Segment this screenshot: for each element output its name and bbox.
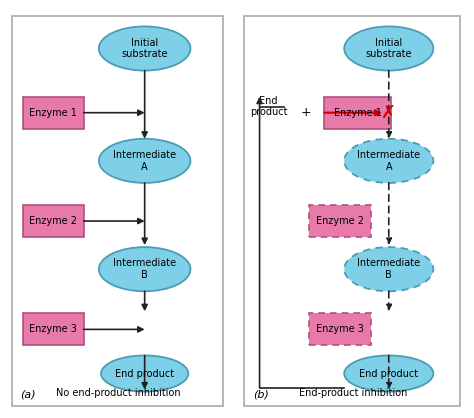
FancyBboxPatch shape — [309, 314, 371, 345]
Ellipse shape — [99, 247, 191, 291]
Ellipse shape — [101, 355, 188, 392]
Text: Enzyme 2: Enzyme 2 — [29, 216, 77, 226]
Text: Enzyme 1: Enzyme 1 — [29, 108, 77, 118]
Text: No end-product inhibition: No end-product inhibition — [56, 387, 181, 398]
Text: End product: End product — [359, 369, 419, 379]
FancyBboxPatch shape — [309, 205, 371, 237]
FancyBboxPatch shape — [23, 205, 83, 237]
Text: Enzyme 3: Enzyme 3 — [316, 324, 364, 334]
Text: Intermediate
B: Intermediate B — [113, 258, 176, 280]
Text: End product: End product — [115, 369, 174, 379]
Ellipse shape — [344, 247, 433, 291]
Text: End
product: End product — [250, 96, 287, 117]
Text: Enzyme 1: Enzyme 1 — [334, 108, 382, 118]
Ellipse shape — [344, 26, 433, 71]
Ellipse shape — [99, 139, 191, 183]
Text: +: + — [301, 106, 312, 119]
Text: Intermediate
A: Intermediate A — [113, 150, 176, 172]
Text: End-product inhibition: End-product inhibition — [299, 387, 407, 398]
Text: Intermediate
B: Intermediate B — [357, 258, 420, 280]
Ellipse shape — [99, 26, 191, 71]
Text: Enzyme 3: Enzyme 3 — [29, 324, 77, 334]
FancyBboxPatch shape — [324, 97, 391, 129]
Text: Enzyme 2: Enzyme 2 — [316, 216, 364, 226]
Text: Initial
substrate: Initial substrate — [365, 38, 412, 59]
Text: (b): (b) — [253, 390, 269, 400]
Ellipse shape — [344, 139, 433, 183]
Text: Intermediate
A: Intermediate A — [357, 150, 420, 172]
Text: (a): (a) — [20, 390, 36, 400]
Ellipse shape — [344, 355, 433, 392]
FancyBboxPatch shape — [23, 97, 83, 129]
Text: ✗: ✗ — [381, 104, 396, 122]
FancyBboxPatch shape — [23, 314, 83, 345]
Text: Initial
substrate: Initial substrate — [121, 38, 168, 59]
